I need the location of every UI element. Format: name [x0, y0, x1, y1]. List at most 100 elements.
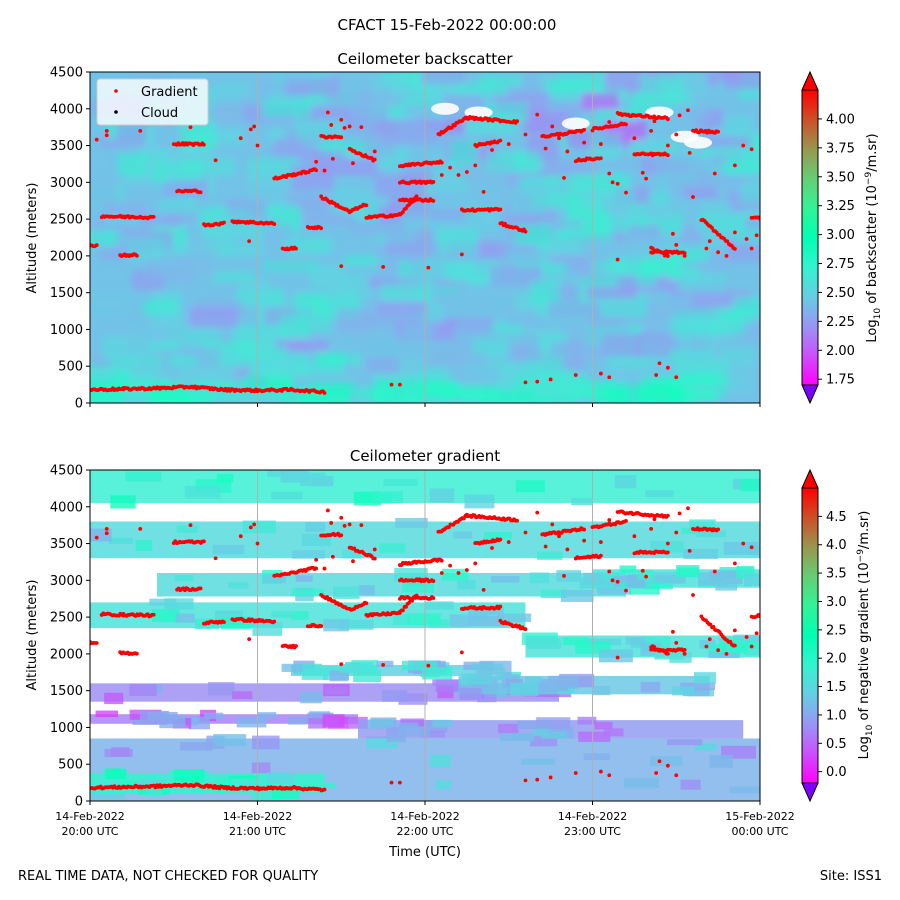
gradient-point — [654, 771, 659, 775]
gradient-point — [359, 125, 364, 130]
backscatter-cell — [247, 169, 293, 195]
backscatter-cell — [242, 374, 294, 392]
gradient-point — [657, 759, 662, 764]
gradient-point — [523, 778, 528, 783]
gradient-cell — [398, 693, 428, 705]
gradient-point — [716, 129, 721, 134]
backscatter-cell — [506, 346, 542, 361]
y-tick-label: 2000 — [50, 647, 83, 662]
backscatter-cell — [396, 121, 445, 144]
gradient-cell — [110, 495, 136, 509]
colorbar-tick-label: 2.00 — [826, 344, 855, 359]
gradient-point — [565, 547, 570, 552]
backscatter-cell — [701, 203, 732, 224]
gradient-point — [665, 550, 670, 555]
gradient-cell — [441, 568, 469, 581]
gradient-point — [94, 535, 99, 540]
gradient-cell — [271, 491, 303, 500]
backscatter-cell — [550, 341, 581, 356]
footer-disclaimer: REAL TIME DATA, NOT CHECKED FOR QUALITY — [18, 869, 319, 884]
backscatter-cell — [596, 294, 647, 318]
backscatter-cell — [146, 393, 191, 403]
gradient-point — [565, 149, 570, 154]
backscatter-cell — [422, 72, 466, 85]
backscatter-cell — [252, 364, 310, 378]
gradient-point — [294, 246, 298, 251]
gradient-cell — [147, 711, 178, 720]
gradient-point — [372, 547, 377, 552]
backscatter-cell — [569, 112, 606, 124]
backscatter-cell — [584, 276, 617, 287]
gradient-cell — [680, 779, 701, 790]
backscatter-cell — [189, 307, 239, 328]
y-tick-label: 4500 — [50, 464, 83, 479]
backscatter-cell — [740, 183, 760, 203]
gradient-cell — [597, 587, 632, 595]
gradient-point — [94, 641, 99, 645]
gradient-cell — [398, 722, 419, 730]
gradient-point — [724, 253, 729, 258]
gradient-point — [325, 508, 330, 513]
gradient-point — [607, 773, 612, 778]
backscatter-cell — [717, 115, 753, 137]
gradient-point — [687, 151, 692, 155]
gradient-point — [665, 117, 670, 122]
gradient-point — [615, 579, 620, 584]
gradient-point — [557, 534, 561, 539]
gradient-point — [330, 156, 335, 161]
gradient-point — [741, 541, 746, 546]
backscatter-cell — [129, 365, 173, 380]
backscatter-cell — [208, 111, 245, 124]
gradient-point — [198, 586, 203, 591]
gradient-cell — [682, 688, 710, 697]
gradient-point — [610, 180, 615, 185]
gradient-point — [252, 124, 257, 129]
gradient-point — [607, 120, 612, 124]
gradient-point — [562, 176, 566, 180]
gradient-point — [372, 149, 377, 154]
backscatter-cell — [510, 187, 547, 213]
gradient-point — [342, 126, 347, 130]
backscatter-cell — [684, 274, 727, 293]
gradient-point — [322, 787, 327, 792]
y-tick-label: 1500 — [50, 286, 83, 301]
gradient-cell — [213, 734, 247, 747]
gradient-cell — [252, 788, 281, 801]
gradient-point — [543, 146, 548, 151]
gradient-point — [654, 373, 659, 377]
backscatter-cell — [714, 278, 753, 290]
gradient-point — [615, 181, 620, 186]
colorbar-tick-label: 1.5 — [826, 680, 847, 695]
gradient-cell — [509, 682, 539, 696]
gradient-point — [686, 108, 690, 113]
gradient-point — [550, 124, 555, 129]
backscatter-cell — [457, 163, 510, 185]
gradient-cell — [366, 736, 399, 749]
gradient-point — [473, 163, 478, 168]
gradient-cell — [526, 638, 562, 649]
gradient-cell — [744, 646, 760, 656]
gradient-point — [607, 518, 612, 522]
gradient-gradient-points — [90, 506, 760, 793]
backscatter-cell — [179, 125, 216, 151]
backscatter-cell — [400, 95, 442, 107]
gradient-point — [294, 644, 298, 648]
gradient-colorbar-min-arrow — [801, 782, 819, 803]
backscatter-cell — [609, 158, 638, 169]
backscatter-cell — [216, 231, 264, 257]
backscatter-cell — [90, 291, 141, 317]
gradient-point — [665, 513, 670, 518]
backscatter-cell — [137, 148, 169, 165]
gradient-point — [741, 143, 746, 148]
gradient-cell — [257, 712, 277, 719]
backscatter-cell — [472, 338, 510, 355]
gradient-point — [665, 763, 670, 768]
gradient-point — [598, 156, 603, 161]
y-tick-label: 500 — [58, 360, 83, 375]
gradient-cell — [744, 640, 760, 649]
y-tick-label: 0 — [75, 795, 83, 810]
gradient-cell — [699, 640, 716, 649]
y-tick-label: 3500 — [50, 537, 83, 552]
gradient-point — [704, 246, 709, 251]
backscatter-y-ticks: 0 500 1000 1500 2000 2500 3000 3500 4000 4500 — [50, 66, 90, 412]
